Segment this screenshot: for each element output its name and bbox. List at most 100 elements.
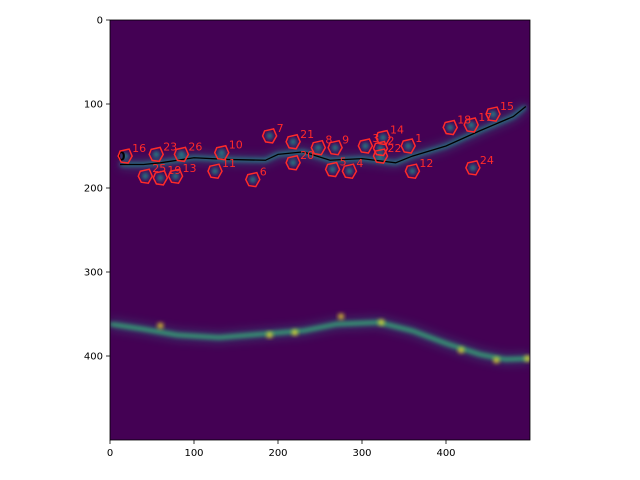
spine-blob — [467, 121, 475, 129]
roi-label: 5 — [340, 156, 347, 169]
spine-blob — [152, 150, 160, 158]
roi-outline — [372, 148, 389, 164]
roi-5: 5 — [324, 156, 347, 178]
roi-outline — [324, 161, 341, 178]
spine-blob — [408, 167, 416, 175]
bright-spot — [458, 347, 465, 354]
roi-outline — [117, 148, 133, 164]
roi-outline — [404, 163, 421, 180]
roi-24: 24 — [465, 154, 494, 176]
spine-blob — [156, 174, 164, 182]
bright-spot — [493, 357, 500, 364]
roi-outline — [341, 163, 358, 180]
image-background — [110, 20, 530, 440]
bright-spot — [266, 332, 273, 338]
roi-8: 8 — [310, 134, 332, 156]
roi-label: 18 — [457, 114, 471, 127]
roi-outline — [310, 139, 327, 156]
roi-6: 6 — [244, 166, 267, 188]
roi-outline — [261, 128, 278, 144]
spine-blob — [121, 152, 129, 160]
roi-label: 19 — [167, 164, 181, 177]
bright-spot — [338, 313, 344, 320]
roi-outline — [372, 140, 389, 157]
roi-label: 23 — [163, 140, 177, 153]
roi-label: 17 — [478, 111, 492, 124]
roi-1: 1 — [400, 132, 422, 154]
roi-label: 12 — [419, 157, 433, 170]
y-tick-label: 0 — [97, 16, 103, 27]
roi-outline — [465, 159, 481, 176]
roi-outline — [244, 171, 261, 188]
roi-label: 13 — [183, 162, 197, 175]
x-tick-label: 400 — [436, 448, 455, 459]
spine-blob — [404, 142, 412, 150]
y-tick-label: 400 — [84, 352, 103, 363]
roi-22: 22 — [372, 142, 401, 164]
roi-outline — [173, 146, 190, 163]
spine-blob — [218, 149, 226, 157]
spine-blob — [141, 172, 149, 180]
roi-label: 2 — [387, 135, 394, 148]
bright-spot — [524, 355, 530, 362]
roi-outline — [327, 139, 343, 156]
roi-outline — [167, 168, 184, 185]
spine-blob — [379, 134, 387, 142]
roi-label: 7 — [277, 122, 284, 135]
spine-blob — [331, 144, 339, 152]
roi-9: 9 — [327, 134, 349, 156]
roi-outline — [213, 144, 230, 161]
fluorescence-image — [110, 20, 530, 440]
roi-label: 6 — [260, 166, 267, 179]
dendrite-shaft — [110, 320, 530, 362]
roi-outline — [285, 133, 301, 150]
roi-label: 10 — [229, 139, 243, 152]
roi-11: 11 — [207, 157, 236, 180]
x-tick-label: 100 — [184, 448, 203, 459]
spine-blob — [266, 132, 274, 140]
roi-label: 4 — [356, 157, 363, 170]
x-tick-label: 0 — [107, 448, 113, 459]
roi-label: 1 — [415, 132, 422, 145]
roi-label: 15 — [500, 100, 514, 113]
roi-26: 26 — [173, 140, 202, 163]
roi-label: 22 — [387, 142, 401, 155]
roi-outline — [375, 129, 391, 146]
spine-blob — [446, 124, 454, 132]
roi-15: 15 — [485, 100, 514, 122]
roi-17: 17 — [463, 111, 492, 133]
roi-outline — [357, 138, 374, 154]
roi-outline — [207, 163, 223, 180]
roi-outline — [137, 168, 154, 185]
roi-outline — [442, 119, 459, 136]
roi-outline — [152, 170, 169, 186]
y-tick-label: 200 — [84, 184, 103, 195]
roi-13: 13 — [167, 162, 197, 185]
roi-label: 14 — [390, 124, 404, 137]
roi-outline — [485, 106, 501, 122]
spine-blob — [469, 164, 477, 172]
roi-12: 12 — [404, 157, 433, 180]
roi-outline — [148, 146, 165, 163]
roi-21: 21 — [285, 128, 314, 150]
spine-blob — [289, 159, 297, 167]
roi-label: 20 — [300, 149, 314, 162]
x-tick-label: 300 — [352, 448, 371, 459]
spine-blob — [345, 167, 353, 175]
roi-25: 25 — [137, 162, 166, 185]
spine-blob — [289, 138, 297, 146]
bright-spot — [157, 322, 164, 329]
roi-label: 16 — [132, 142, 146, 155]
roi-19: 19 — [152, 164, 181, 186]
roi-outline — [463, 117, 480, 133]
roi-label: 24 — [480, 154, 494, 167]
dendrite-lower — [110, 313, 530, 365]
spine-blob — [211, 167, 219, 175]
roi-outline — [285, 154, 301, 171]
roi-4: 4 — [341, 157, 363, 180]
roi-label: 9 — [342, 134, 349, 147]
roi-2: 2 — [372, 135, 394, 157]
spine-blob — [361, 142, 369, 150]
roi-label: 21 — [300, 128, 314, 141]
spine-blob — [489, 110, 497, 118]
